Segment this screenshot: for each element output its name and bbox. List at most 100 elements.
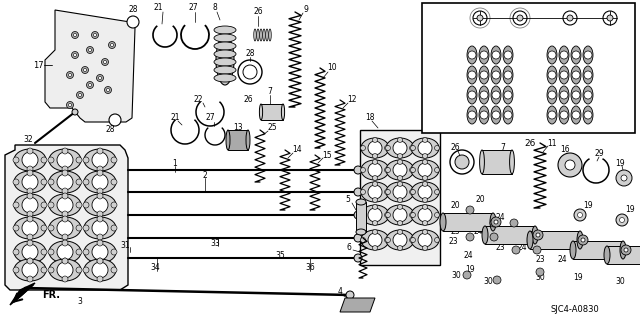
Ellipse shape [14, 217, 46, 239]
Circle shape [76, 157, 82, 163]
Circle shape [72, 109, 78, 115]
Circle shape [92, 220, 108, 236]
Circle shape [22, 244, 38, 260]
Ellipse shape [491, 46, 501, 64]
Ellipse shape [411, 138, 439, 158]
Text: 26: 26 [253, 8, 263, 17]
Ellipse shape [259, 104, 262, 120]
Circle shape [27, 240, 33, 246]
Circle shape [41, 179, 47, 185]
Ellipse shape [386, 138, 414, 158]
Circle shape [111, 225, 117, 231]
Circle shape [62, 234, 68, 240]
Circle shape [22, 197, 38, 213]
Circle shape [83, 249, 89, 255]
Text: 14: 14 [292, 145, 302, 154]
Text: 1: 1 [173, 159, 177, 167]
Circle shape [97, 188, 103, 194]
Text: 23: 23 [495, 242, 505, 251]
Ellipse shape [490, 213, 496, 231]
Ellipse shape [467, 86, 477, 104]
Circle shape [480, 111, 488, 119]
Ellipse shape [583, 86, 593, 104]
Text: 35: 35 [275, 250, 285, 259]
Text: 30: 30 [440, 110, 451, 120]
Circle shape [83, 267, 89, 273]
Ellipse shape [214, 74, 236, 82]
Circle shape [27, 216, 33, 222]
Circle shape [560, 111, 568, 119]
Ellipse shape [214, 34, 236, 42]
Circle shape [490, 219, 498, 227]
Circle shape [385, 167, 390, 173]
Circle shape [27, 234, 33, 240]
Circle shape [372, 175, 378, 181]
Circle shape [560, 71, 568, 79]
Circle shape [410, 145, 415, 151]
Circle shape [468, 111, 476, 119]
Circle shape [536, 233, 540, 237]
Circle shape [397, 160, 403, 165]
Circle shape [584, 111, 592, 119]
Ellipse shape [84, 217, 116, 239]
Circle shape [548, 111, 556, 119]
Circle shape [410, 167, 415, 173]
Text: 30: 30 [451, 271, 461, 279]
Ellipse shape [532, 226, 538, 244]
Circle shape [492, 71, 500, 79]
Text: 3: 3 [77, 298, 83, 307]
Circle shape [480, 71, 488, 79]
Text: 36: 36 [305, 263, 315, 272]
Circle shape [62, 148, 68, 154]
Circle shape [385, 238, 390, 242]
Circle shape [393, 208, 407, 222]
Circle shape [422, 137, 428, 143]
Text: 20: 20 [617, 91, 627, 100]
Circle shape [127, 16, 139, 28]
Circle shape [27, 211, 33, 217]
Circle shape [435, 145, 440, 151]
Ellipse shape [577, 231, 583, 249]
Ellipse shape [84, 194, 116, 216]
Circle shape [385, 212, 390, 218]
Ellipse shape [14, 259, 46, 281]
Text: 28: 28 [245, 48, 255, 57]
Ellipse shape [386, 160, 414, 180]
Text: 2: 2 [203, 170, 207, 180]
Ellipse shape [411, 230, 439, 250]
Circle shape [572, 91, 580, 99]
Text: 4: 4 [337, 287, 342, 296]
Ellipse shape [356, 229, 366, 235]
Circle shape [372, 153, 378, 159]
Circle shape [27, 258, 33, 264]
Ellipse shape [503, 46, 513, 64]
Circle shape [62, 258, 68, 264]
Circle shape [86, 47, 93, 54]
Text: 26: 26 [524, 138, 536, 147]
Ellipse shape [269, 29, 271, 41]
Ellipse shape [583, 66, 593, 84]
Circle shape [76, 202, 82, 208]
Text: 19: 19 [465, 265, 475, 275]
Bar [607, 246, 640, 264]
Ellipse shape [547, 86, 557, 104]
Circle shape [97, 258, 103, 264]
Circle shape [435, 167, 440, 173]
Circle shape [620, 218, 625, 222]
Ellipse shape [467, 46, 477, 64]
Circle shape [548, 91, 556, 99]
Ellipse shape [14, 149, 46, 171]
Text: 24: 24 [557, 256, 567, 264]
Circle shape [558, 153, 582, 177]
Text: 30: 30 [483, 278, 493, 286]
Circle shape [385, 167, 390, 173]
Circle shape [572, 71, 580, 79]
Ellipse shape [467, 106, 477, 124]
Circle shape [368, 208, 382, 222]
Circle shape [41, 249, 47, 255]
Circle shape [99, 77, 102, 79]
Text: 8: 8 [212, 4, 218, 12]
Bar [261, 104, 283, 120]
Bar [485, 226, 535, 244]
Circle shape [397, 153, 403, 159]
